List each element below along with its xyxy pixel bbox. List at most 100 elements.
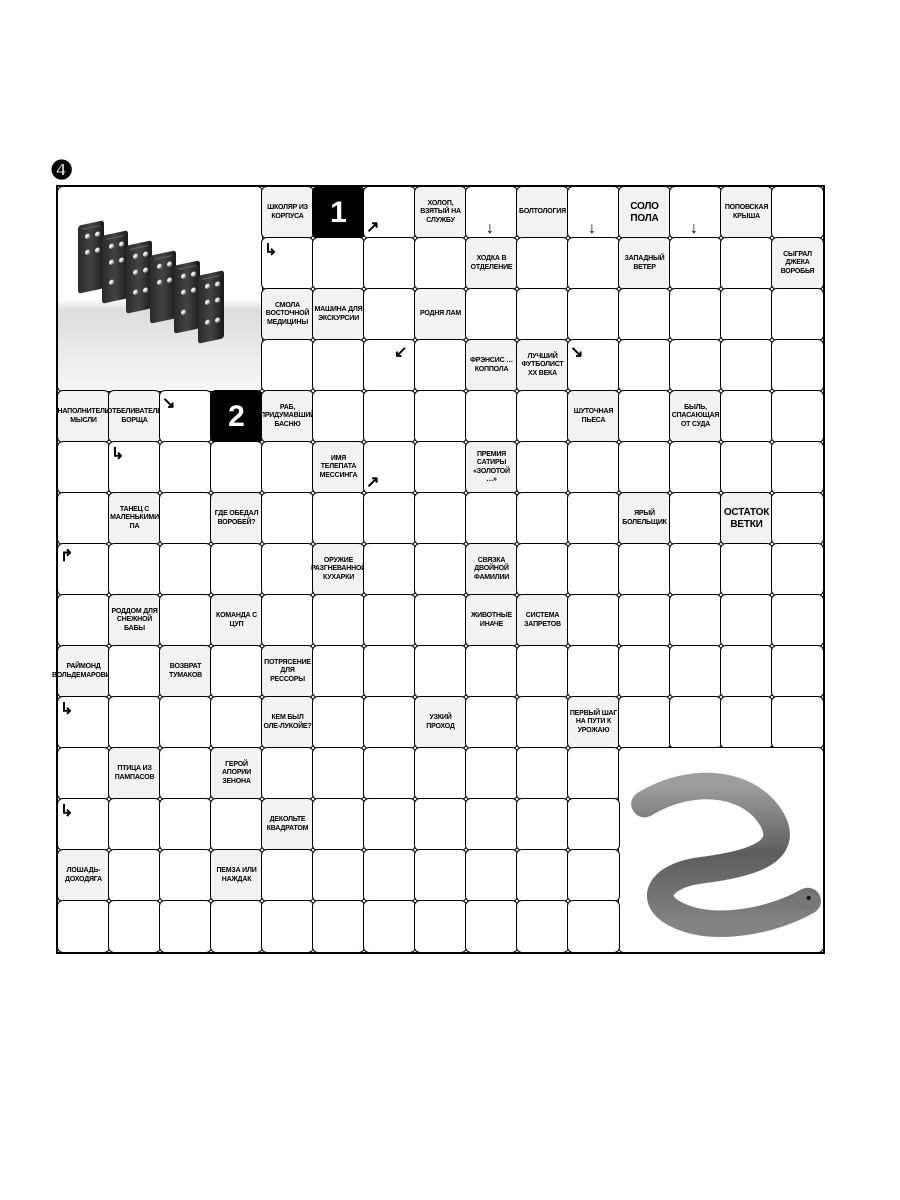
answer-cell[interactable]	[414, 594, 467, 647]
answer-cell[interactable]	[516, 849, 569, 902]
answer-cell[interactable]	[363, 390, 416, 443]
answer-cell[interactable]	[159, 390, 212, 443]
answer-cell[interactable]	[312, 645, 365, 698]
answer-cell[interactable]	[312, 492, 365, 545]
answer-cell[interactable]	[414, 441, 467, 494]
answer-cell[interactable]	[516, 492, 569, 545]
answer-cell[interactable]	[465, 492, 518, 545]
answer-cell[interactable]	[159, 900, 212, 953]
answer-cell[interactable]	[465, 747, 518, 800]
answer-cell[interactable]	[261, 492, 314, 545]
answer-cell[interactable]	[57, 798, 110, 851]
answer-cell[interactable]	[363, 543, 416, 596]
answer-cell[interactable]	[669, 543, 722, 596]
answer-cell[interactable]	[516, 747, 569, 800]
answer-cell[interactable]	[108, 900, 161, 953]
answer-cell[interactable]	[720, 696, 773, 749]
answer-cell[interactable]	[669, 339, 722, 392]
answer-cell[interactable]	[618, 390, 671, 443]
answer-cell[interactable]	[312, 237, 365, 290]
answer-cell[interactable]	[771, 645, 824, 698]
answer-cell[interactable]	[771, 390, 824, 443]
answer-cell[interactable]	[312, 747, 365, 800]
answer-cell[interactable]	[108, 441, 161, 494]
answer-cell[interactable]	[465, 798, 518, 851]
answer-cell[interactable]	[567, 798, 620, 851]
answer-cell[interactable]	[618, 594, 671, 647]
answer-cell[interactable]	[312, 900, 365, 953]
answer-cell[interactable]	[567, 543, 620, 596]
answer-cell[interactable]	[363, 186, 416, 239]
answer-cell[interactable]	[414, 339, 467, 392]
answer-cell[interactable]	[567, 849, 620, 902]
answer-cell[interactable]	[771, 339, 824, 392]
answer-cell[interactable]	[618, 339, 671, 392]
answer-cell[interactable]	[669, 288, 722, 341]
answer-cell[interactable]	[567, 747, 620, 800]
answer-cell[interactable]	[363, 849, 416, 902]
answer-cell[interactable]	[108, 543, 161, 596]
answer-cell[interactable]	[159, 543, 212, 596]
answer-cell[interactable]	[465, 849, 518, 902]
answer-cell[interactable]	[465, 900, 518, 953]
answer-cell[interactable]	[261, 237, 314, 290]
answer-cell[interactable]	[567, 492, 620, 545]
answer-cell[interactable]	[108, 696, 161, 749]
answer-cell[interactable]	[771, 492, 824, 545]
answer-cell[interactable]	[567, 645, 620, 698]
answer-cell[interactable]	[261, 441, 314, 494]
answer-cell[interactable]	[771, 543, 824, 596]
answer-cell[interactable]	[618, 441, 671, 494]
answer-cell[interactable]	[465, 645, 518, 698]
answer-cell[interactable]	[414, 849, 467, 902]
answer-cell[interactable]	[108, 798, 161, 851]
answer-cell[interactable]	[261, 849, 314, 902]
answer-cell[interactable]	[465, 186, 518, 239]
answer-cell[interactable]	[720, 594, 773, 647]
answer-cell[interactable]	[414, 492, 467, 545]
answer-cell[interactable]	[618, 288, 671, 341]
answer-cell[interactable]	[516, 441, 569, 494]
answer-cell[interactable]	[414, 798, 467, 851]
answer-cell[interactable]	[210, 441, 263, 494]
answer-cell[interactable]	[312, 849, 365, 902]
answer-cell[interactable]	[771, 696, 824, 749]
answer-cell[interactable]	[669, 186, 722, 239]
answer-cell[interactable]	[414, 900, 467, 953]
answer-cell[interactable]	[312, 390, 365, 443]
answer-cell[interactable]	[363, 900, 416, 953]
answer-cell[interactable]	[414, 390, 467, 443]
answer-cell[interactable]	[210, 696, 263, 749]
answer-cell[interactable]	[618, 543, 671, 596]
answer-cell[interactable]	[414, 237, 467, 290]
answer-cell[interactable]	[363, 237, 416, 290]
answer-cell[interactable]	[159, 696, 212, 749]
answer-cell[interactable]	[516, 645, 569, 698]
answer-cell[interactable]	[108, 645, 161, 698]
answer-cell[interactable]	[57, 441, 110, 494]
answer-cell[interactable]	[516, 237, 569, 290]
answer-cell[interactable]	[414, 543, 467, 596]
answer-cell[interactable]	[363, 798, 416, 851]
answer-cell[interactable]	[363, 594, 416, 647]
answer-cell[interactable]	[363, 645, 416, 698]
answer-cell[interactable]	[516, 696, 569, 749]
answer-cell[interactable]	[567, 594, 620, 647]
answer-cell[interactable]	[57, 492, 110, 545]
answer-cell[interactable]	[57, 900, 110, 953]
answer-cell[interactable]	[159, 594, 212, 647]
answer-cell[interactable]	[57, 594, 110, 647]
answer-cell[interactable]	[567, 288, 620, 341]
answer-cell[interactable]	[363, 696, 416, 749]
answer-cell[interactable]	[771, 594, 824, 647]
answer-cell[interactable]	[771, 441, 824, 494]
answer-cell[interactable]	[363, 339, 416, 392]
answer-cell[interactable]	[618, 645, 671, 698]
answer-cell[interactable]	[210, 645, 263, 698]
answer-cell[interactable]	[516, 900, 569, 953]
answer-cell[interactable]	[108, 849, 161, 902]
answer-cell[interactable]	[720, 288, 773, 341]
answer-cell[interactable]	[567, 186, 620, 239]
answer-cell[interactable]	[669, 441, 722, 494]
answer-cell[interactable]	[669, 594, 722, 647]
